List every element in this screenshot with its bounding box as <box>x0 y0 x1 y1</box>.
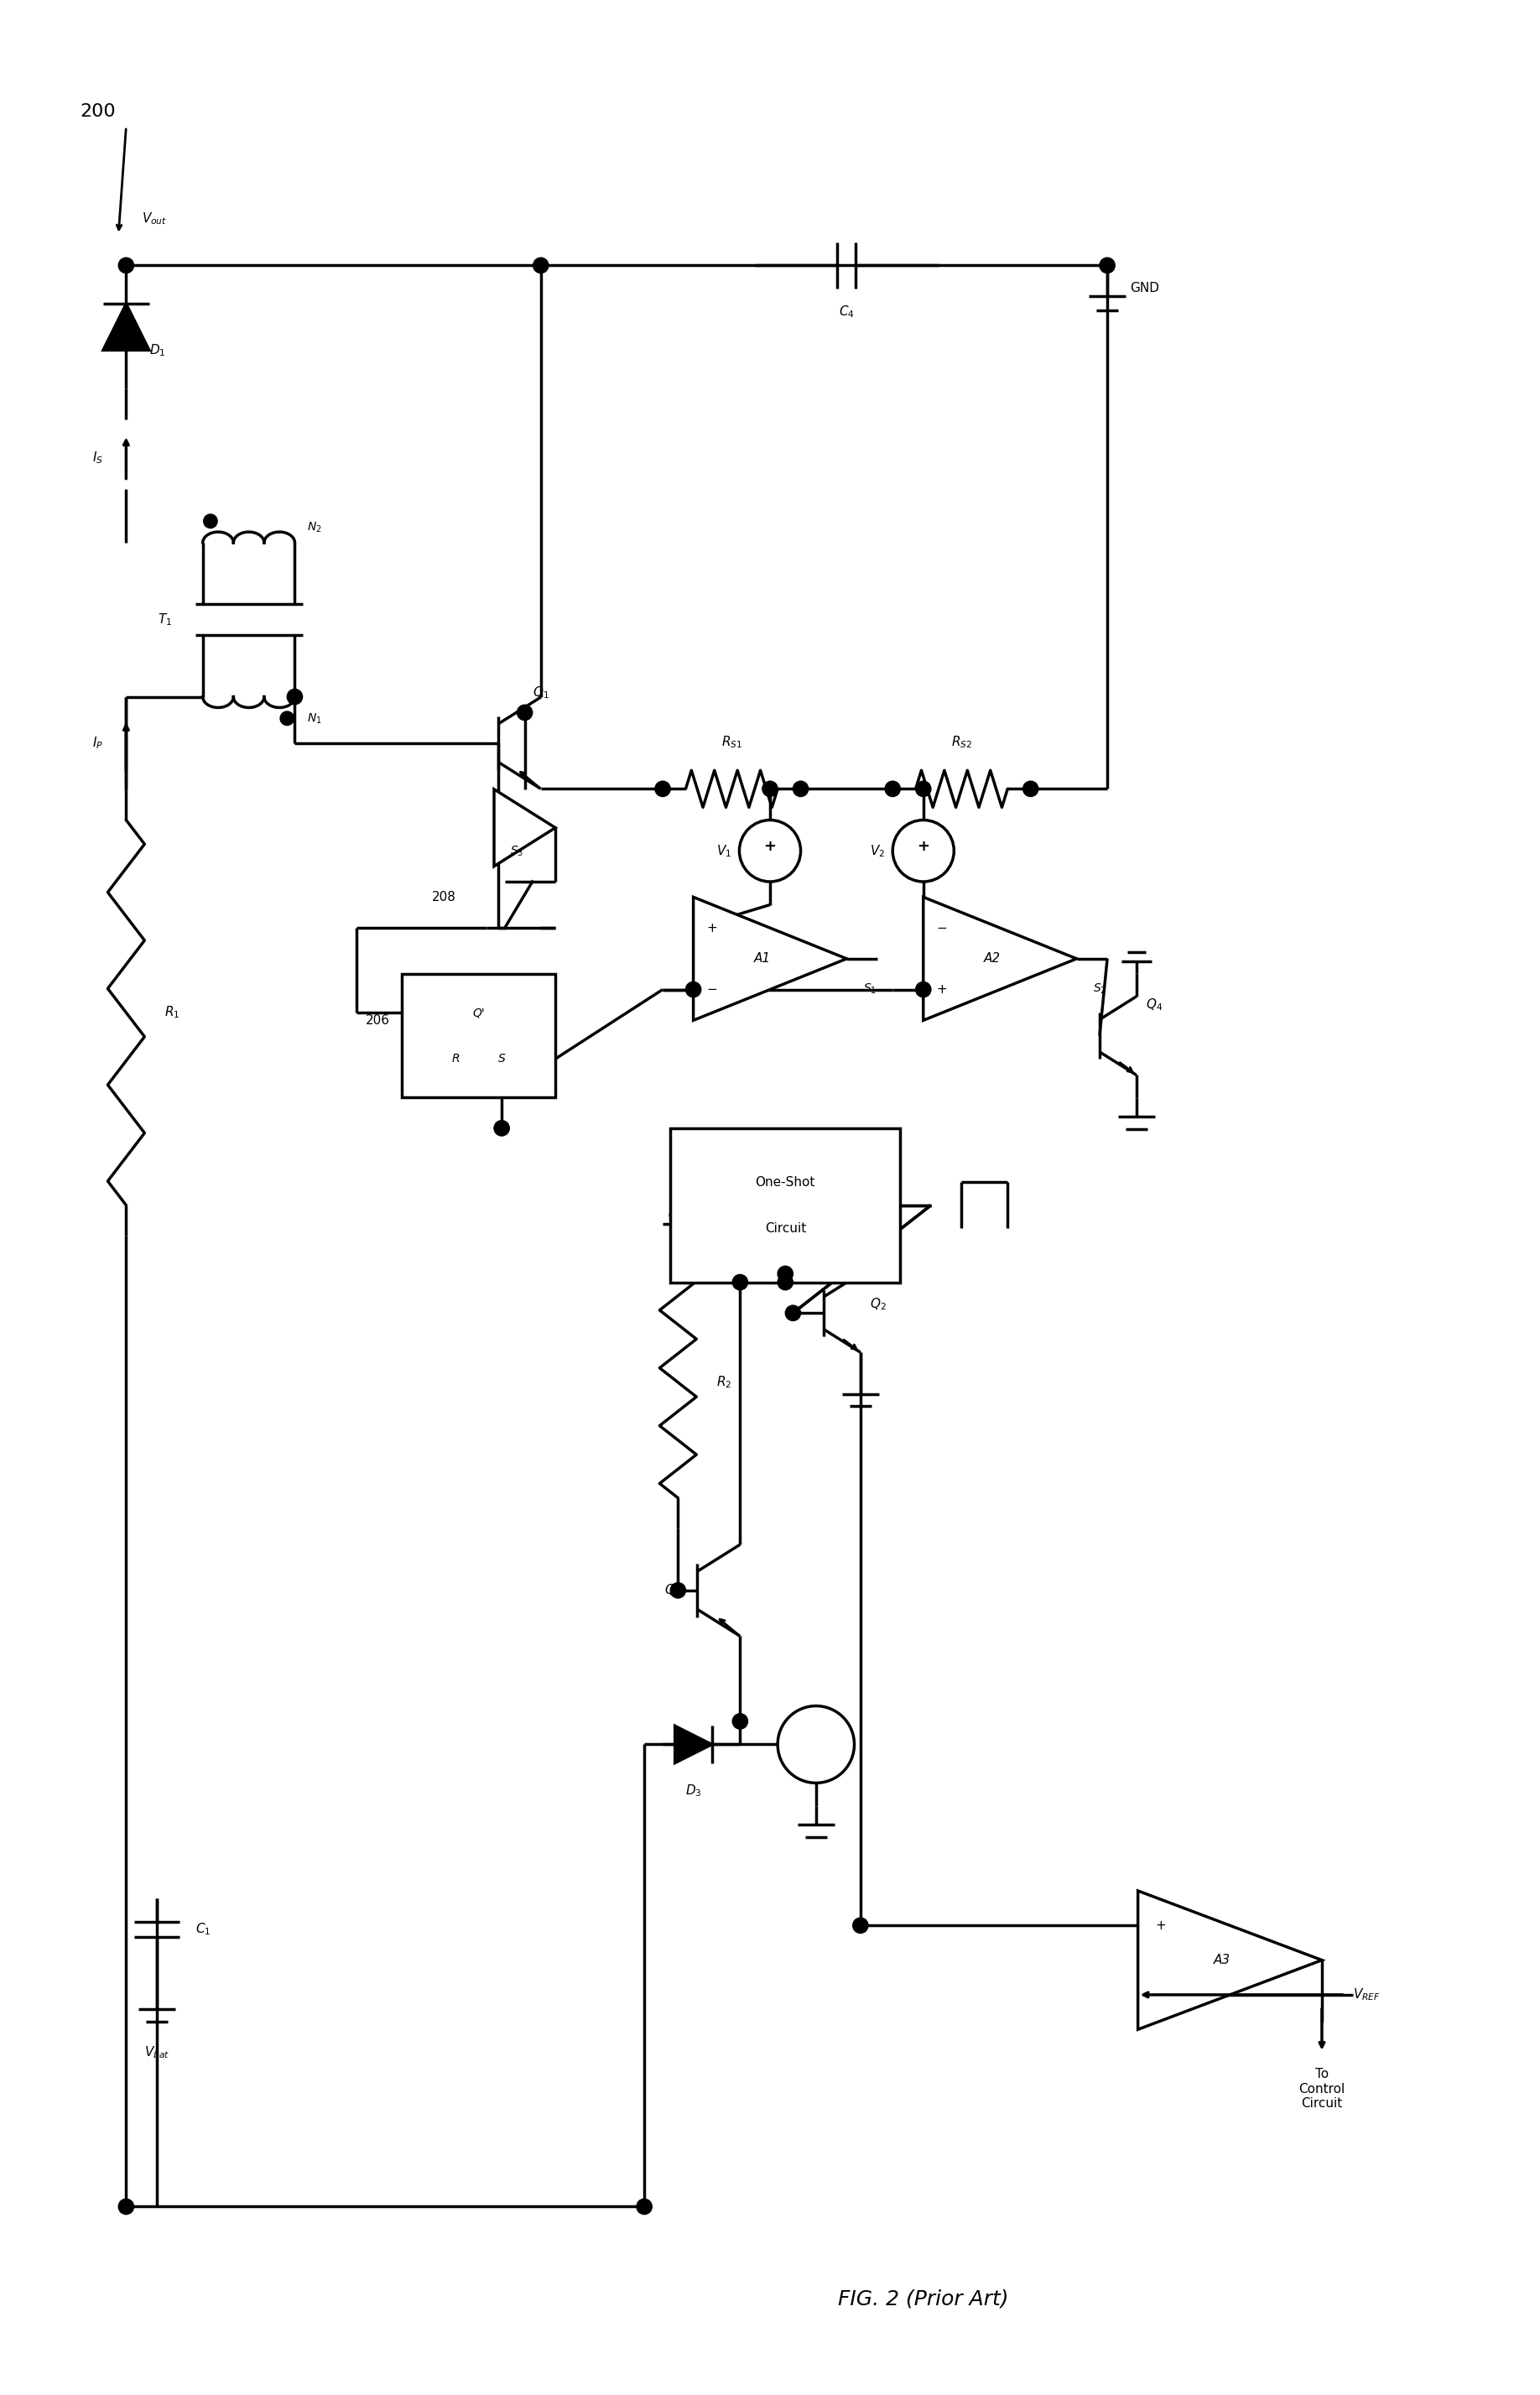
Text: $V_{out}$: $V_{out}$ <box>142 211 166 228</box>
Circle shape <box>119 259 134 273</box>
Text: −: − <box>707 984 718 996</box>
Bar <box>670 1128 901 1281</box>
Text: $S_3$: $S_3$ <box>510 845 524 857</box>
Text: $V_{REF}$: $V_{REF}$ <box>1352 1988 1380 2002</box>
Circle shape <box>1100 259 1115 273</box>
Circle shape <box>785 1305 801 1320</box>
Circle shape <box>119 2199 134 2215</box>
Text: GND: GND <box>1130 283 1160 295</box>
Text: 206: 206 <box>365 1013 390 1027</box>
Text: $I_S$: $I_S$ <box>92 450 103 467</box>
Text: $S_1$: $S_1$ <box>862 982 876 996</box>
Text: $C_1$: $C_1$ <box>196 1921 211 1938</box>
Circle shape <box>280 711 294 726</box>
Circle shape <box>778 1274 793 1291</box>
Polygon shape <box>924 898 1076 1020</box>
Text: $S_2$: $S_2$ <box>1093 982 1106 996</box>
Text: S: S <box>497 1054 505 1066</box>
Polygon shape <box>693 898 847 1020</box>
Text: $R_{S2}$: $R_{S2}$ <box>952 735 972 750</box>
Circle shape <box>533 259 548 273</box>
Text: A3: A3 <box>1214 1954 1230 1966</box>
Text: −: − <box>1155 1988 1166 2002</box>
Text: $N_2$: $N_2$ <box>306 520 322 534</box>
Circle shape <box>286 690 302 704</box>
Text: $D_3$: $D_3$ <box>685 1782 702 1799</box>
Text: $Q_2$: $Q_2$ <box>870 1296 886 1312</box>
Text: $R_1$: $R_1$ <box>165 1006 180 1020</box>
Circle shape <box>762 781 778 798</box>
Circle shape <box>733 1712 748 1729</box>
Text: −: − <box>936 922 947 934</box>
Text: FIG. 2 (Prior Art): FIG. 2 (Prior Art) <box>838 2290 1009 2309</box>
Text: $N_1$: $N_1$ <box>306 711 322 726</box>
Text: +: + <box>707 922 718 934</box>
Text: $Q_3$: $Q_3$ <box>664 1583 681 1597</box>
Text: 200: 200 <box>80 103 116 120</box>
Text: R: R <box>451 1054 460 1066</box>
Polygon shape <box>103 304 149 350</box>
Polygon shape <box>1138 1890 1321 2029</box>
Circle shape <box>685 982 701 996</box>
Polygon shape <box>494 790 556 867</box>
Circle shape <box>203 515 217 527</box>
Circle shape <box>778 1267 793 1281</box>
Text: To
Control
Circuit: To Control Circuit <box>1298 2067 1344 2110</box>
Circle shape <box>654 781 670 798</box>
Circle shape <box>517 704 533 721</box>
Text: $D_1$: $D_1$ <box>149 342 165 357</box>
Text: $Q_4$: $Q_4$ <box>1146 996 1163 1013</box>
Text: $T_1$: $T_1$ <box>157 611 172 627</box>
Circle shape <box>1023 781 1038 798</box>
Text: One-Shot: One-Shot <box>756 1176 815 1188</box>
Circle shape <box>636 2199 651 2215</box>
Text: 208: 208 <box>431 891 456 903</box>
Circle shape <box>916 982 932 996</box>
Text: +: + <box>916 838 930 853</box>
Text: A1: A1 <box>755 953 772 965</box>
Text: A2: A2 <box>984 953 1001 965</box>
Text: $V_1$: $V_1$ <box>716 843 732 860</box>
Text: +: + <box>936 984 947 996</box>
Circle shape <box>793 781 809 798</box>
Circle shape <box>670 1583 685 1597</box>
Bar <box>402 975 556 1097</box>
Text: $V_{bat}$: $V_{bat}$ <box>145 2045 169 2060</box>
Text: Q': Q' <box>473 1006 485 1018</box>
Text: $R_{S1}$: $R_{S1}$ <box>721 735 742 750</box>
Circle shape <box>885 781 901 798</box>
Text: +: + <box>1155 1918 1166 1933</box>
Text: $C_4$: $C_4$ <box>839 304 855 319</box>
Text: Circuit: Circuit <box>765 1221 805 1233</box>
Text: +: + <box>764 838 776 853</box>
Text: $R_2$: $R_2$ <box>716 1375 732 1389</box>
Circle shape <box>733 1274 748 1291</box>
Circle shape <box>916 781 932 798</box>
Text: $I_P$: $I_P$ <box>92 735 103 752</box>
Polygon shape <box>675 1727 711 1763</box>
Text: $Q_1$: $Q_1$ <box>533 685 548 702</box>
Circle shape <box>494 1121 510 1135</box>
Circle shape <box>853 1918 869 1933</box>
Text: $V_2$: $V_2$ <box>870 843 886 860</box>
